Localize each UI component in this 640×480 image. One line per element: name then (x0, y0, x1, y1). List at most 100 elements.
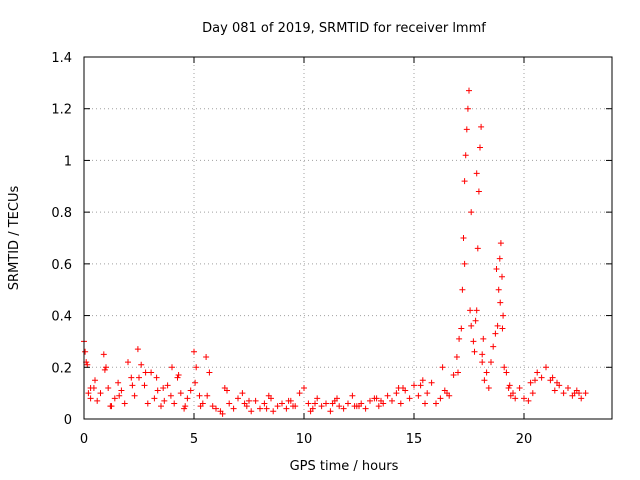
data-point (516, 384, 523, 391)
data-point (219, 410, 226, 417)
data-point (473, 170, 480, 177)
data-point (134, 346, 141, 353)
data-point (497, 240, 504, 247)
data-point (466, 87, 472, 94)
data-point (521, 395, 527, 402)
data-point (488, 359, 494, 366)
data-point (193, 364, 200, 371)
data-point (499, 273, 505, 280)
data-point (461, 260, 468, 267)
data-point (270, 408, 277, 415)
data-point (329, 400, 336, 407)
data-point (378, 397, 384, 404)
data-point (499, 325, 506, 332)
data-point (167, 392, 174, 399)
data-point (492, 330, 499, 337)
data-point (439, 364, 446, 371)
data-point (239, 390, 246, 397)
y-tick-label: 1 (64, 154, 72, 169)
data-point (565, 384, 571, 391)
data-point (538, 374, 545, 381)
data-point (148, 369, 155, 376)
data-point (450, 372, 457, 379)
data-point (100, 351, 107, 358)
x-tick-label: 0 (80, 432, 88, 447)
data-point (248, 408, 255, 415)
chart-title: Day 081 of 2019, SRMTID for receiver lmm… (202, 21, 486, 36)
data-point (495, 286, 502, 293)
data-point (467, 307, 474, 314)
data-point (154, 387, 161, 394)
data-point (318, 403, 325, 410)
data-point (192, 379, 199, 386)
data-point (468, 209, 475, 216)
data-point (138, 361, 145, 368)
data-point (111, 395, 118, 402)
data-point (494, 322, 501, 329)
data-point (301, 384, 307, 391)
x-tick-label: 15 (406, 432, 423, 447)
data-point (571, 390, 578, 397)
data-point (470, 338, 477, 345)
data-point (84, 361, 91, 368)
data-point (285, 397, 292, 404)
data-point (105, 384, 112, 391)
data-point (505, 384, 512, 391)
data-point (373, 395, 380, 402)
data-point (85, 390, 92, 397)
data-point (191, 348, 197, 355)
data-point (419, 377, 426, 384)
data-point (261, 400, 268, 407)
data-point (549, 374, 556, 381)
data-point (340, 405, 347, 412)
data-point (268, 395, 274, 402)
data-point (263, 405, 270, 412)
data-point (397, 400, 404, 407)
data-point (314, 395, 321, 402)
data-point (171, 400, 178, 407)
data-point (101, 366, 108, 373)
data-point (213, 405, 219, 412)
data-point (362, 405, 369, 412)
data-point (578, 395, 585, 402)
x-tick-label: 5 (190, 432, 198, 447)
data-point (153, 374, 160, 381)
data-point (128, 374, 135, 381)
data-point (543, 364, 549, 371)
y-tick-label: 1.4 (51, 51, 72, 66)
data-point (296, 390, 303, 397)
y-tick-label: 0.8 (51, 206, 72, 221)
grid (84, 57, 612, 419)
data-point (501, 364, 508, 371)
data-point (462, 152, 469, 159)
data-point (92, 377, 98, 384)
data-point (506, 382, 513, 389)
data-point (230, 405, 237, 412)
data-point (500, 312, 507, 319)
data-point (527, 379, 534, 386)
data-point (118, 387, 125, 394)
data-point (367, 397, 373, 404)
data-point (475, 188, 482, 195)
data-point (87, 384, 94, 391)
data-point (307, 408, 314, 415)
data-point (184, 395, 191, 402)
data-point (125, 359, 131, 366)
data-point (224, 387, 230, 394)
data-point (406, 395, 413, 402)
data-point (151, 395, 158, 402)
data-point (209, 403, 216, 410)
data-point (257, 405, 263, 412)
data-point (417, 382, 424, 389)
data-point (351, 403, 358, 410)
data-point (459, 286, 466, 293)
data-point (424, 390, 431, 397)
data-point (472, 317, 479, 324)
data-point (141, 382, 148, 389)
y-tick-label: 0 (64, 413, 72, 428)
data-points (81, 87, 589, 417)
x-tick-label: 20 (516, 432, 533, 447)
data-point (471, 348, 478, 355)
